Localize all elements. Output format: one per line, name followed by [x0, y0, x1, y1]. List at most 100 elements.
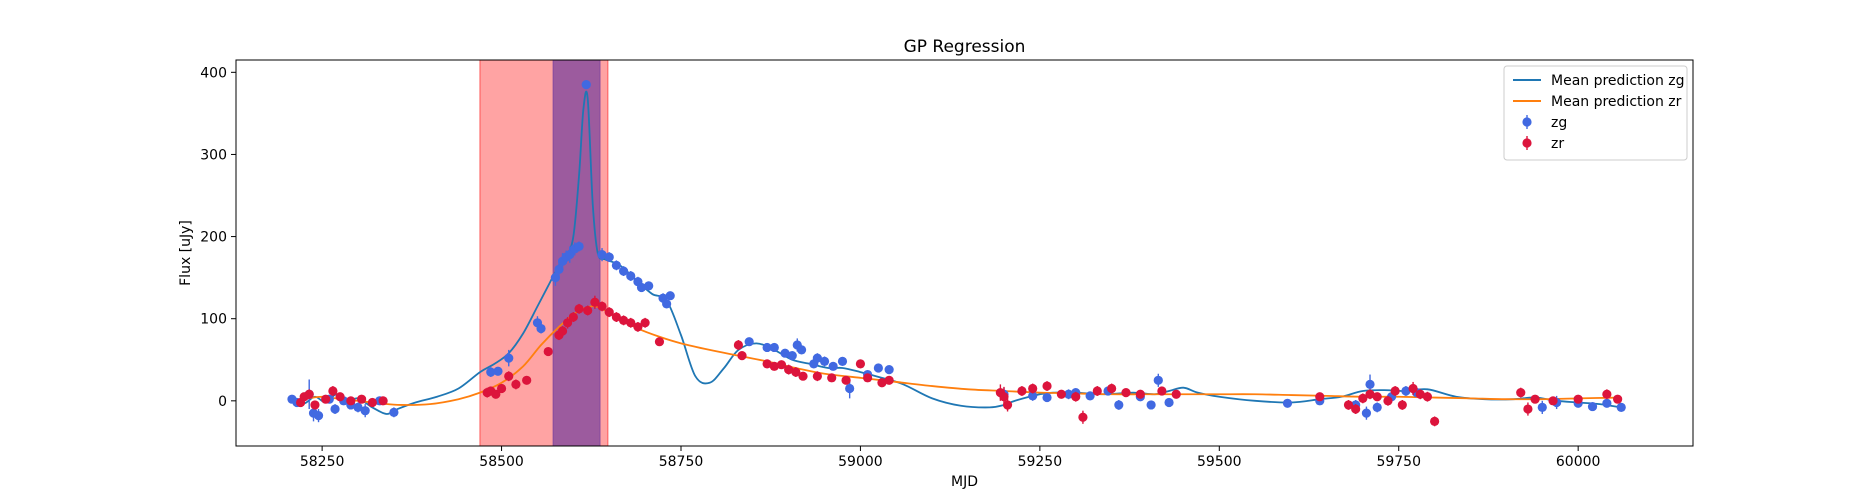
point-zr-6 — [335, 392, 345, 402]
x-axis-ticks: 58250 58500 58750 59000 59250 59500 59750 60000 — [300, 446, 1601, 470]
point-zr-23 — [574, 304, 584, 314]
point-zr-28 — [611, 312, 621, 322]
point-zr-2 — [304, 389, 314, 399]
point-zg-63 — [1153, 375, 1163, 385]
point-zr-79 — [1530, 394, 1540, 404]
point-zr-60 — [1121, 388, 1131, 398]
point-zr-9 — [367, 397, 377, 408]
point-zr-15 — [504, 371, 514, 381]
point-zr-71 — [1390, 386, 1400, 396]
point-zg-74 — [1537, 402, 1547, 412]
point-zg-47 — [828, 361, 838, 371]
x-tick-label: 59250 — [1018, 454, 1063, 470]
point-zg-9 — [353, 402, 363, 412]
point-zr-48 — [884, 375, 894, 385]
point-zg-30 — [626, 271, 636, 281]
point-zg-15 — [504, 353, 514, 363]
x-tick-label: 59500 — [1197, 454, 1242, 470]
point-zr-5 — [328, 386, 338, 396]
point-zr-34 — [733, 340, 744, 350]
point-zg-45 — [812, 353, 822, 363]
point-zr-45 — [855, 359, 866, 369]
x-tick-label: 59750 — [1376, 454, 1421, 470]
y-tick-label: 0 — [218, 394, 227, 410]
x-tick-label: 58750 — [659, 454, 704, 470]
point-zr-81 — [1573, 394, 1583, 404]
point-zg-79 — [1616, 402, 1626, 412]
point-zg-55 — [1042, 392, 1052, 403]
point-zr-53 — [1028, 383, 1038, 394]
point-zg-10 — [360, 406, 370, 416]
point-zr-73 — [1408, 383, 1418, 394]
y-tick-label: 200 — [200, 230, 227, 246]
point-zr-24 — [583, 305, 593, 316]
point-zr-4 — [321, 394, 331, 404]
point-zr-47 — [877, 378, 887, 388]
point-zr-80 — [1548, 396, 1558, 406]
point-zg-12 — [389, 407, 399, 417]
point-zg-64 — [1164, 397, 1174, 408]
point-zg-43 — [796, 345, 807, 355]
point-zg-70 — [1372, 402, 1382, 412]
point-zr-33 — [654, 337, 665, 347]
point-zg-46 — [819, 356, 830, 367]
point-zg-69 — [1365, 379, 1375, 390]
point-zg-78 — [1602, 398, 1612, 408]
point-zr-8 — [357, 394, 367, 404]
point-zg-40 — [780, 348, 790, 358]
point-zr-55 — [1056, 389, 1066, 399]
point-zg-35 — [662, 299, 672, 309]
point-zr-26 — [597, 301, 607, 311]
legend-point-swatch — [1522, 138, 1532, 148]
point-zr-63 — [1171, 389, 1181, 399]
point-zr-3 — [310, 400, 320, 410]
point-zg-29 — [618, 266, 629, 276]
point-zg-39 — [769, 342, 779, 353]
y-tick-label: 100 — [200, 312, 227, 328]
point-zr-10 — [378, 396, 388, 406]
point-zg-68 — [1361, 408, 1372, 418]
point-zg-6 — [330, 404, 340, 414]
point-zg-14 — [493, 366, 503, 376]
point-zr-35 — [737, 351, 747, 361]
point-zr-38 — [776, 360, 787, 370]
point-zr-46 — [863, 373, 873, 383]
point-zg-32 — [636, 282, 647, 293]
point-zr-7 — [346, 396, 356, 406]
point-zr-17 — [522, 375, 532, 385]
point-zg-60 — [1114, 400, 1124, 410]
point-zr-18 — [543, 346, 553, 357]
point-zg-58 — [1085, 391, 1095, 401]
point-zg-52 — [884, 365, 894, 375]
point-zg-26 — [597, 250, 607, 260]
legend-label: zg — [1551, 115, 1567, 131]
point-zr-32 — [640, 318, 650, 328]
point-zr-76 — [1430, 416, 1440, 426]
chart-title: GP Regression — [904, 37, 1026, 57]
point-zr-57 — [1078, 412, 1088, 422]
legend-label: zr — [1551, 136, 1564, 152]
point-zr-52 — [1017, 386, 1027, 396]
point-zr-56 — [1071, 392, 1081, 402]
x-tick-label: 59000 — [838, 454, 883, 470]
point-zr-78 — [1523, 404, 1533, 414]
point-zr-58 — [1092, 386, 1102, 396]
x-tick-label: 60000 — [1556, 454, 1601, 470]
point-zr-39 — [784, 365, 794, 375]
point-zg-24 — [574, 241, 584, 252]
point-zr-65 — [1343, 400, 1354, 410]
legend: Mean prediction zg Mean prediction zr zg zr — [1503, 65, 1688, 161]
point-zg-54 — [1028, 391, 1038, 401]
point-zr-37 — [769, 361, 779, 371]
point-zr-83 — [1613, 394, 1623, 404]
point-zr-27 — [604, 307, 614, 317]
plot-frame — [235, 59, 1694, 447]
point-zg-25 — [581, 80, 591, 90]
point-zr-16 — [511, 379, 521, 390]
y-axis-ticks: 0 100 200 300 400 — [200, 65, 236, 410]
legend-point-swatch — [1522, 117, 1532, 127]
point-zr-54 — [1042, 381, 1052, 391]
point-zr-75 — [1422, 392, 1433, 402]
